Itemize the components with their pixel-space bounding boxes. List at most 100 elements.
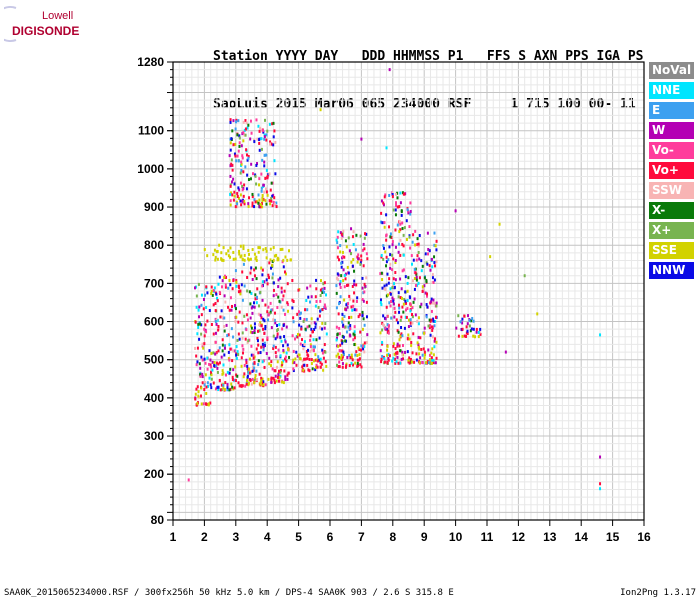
data-point [271, 272, 274, 276]
data-point [433, 345, 436, 349]
data-point [426, 305, 429, 309]
data-point [410, 262, 413, 266]
data-point [427, 252, 430, 256]
data-point [301, 365, 304, 369]
data-point [215, 292, 218, 296]
data-point [269, 142, 272, 146]
data-point [404, 350, 407, 354]
data-point [357, 253, 360, 257]
data-point [261, 194, 264, 198]
data-point [231, 378, 234, 382]
data-point [321, 321, 324, 325]
data-point [345, 362, 348, 366]
data-point [210, 373, 213, 377]
data-point [335, 276, 338, 280]
data-point [270, 360, 273, 364]
data-point [407, 276, 410, 280]
data-point [435, 304, 438, 308]
data-point [224, 381, 227, 385]
data-point [240, 203, 243, 207]
data-point [209, 401, 212, 405]
data-point [363, 236, 366, 240]
data-point [255, 258, 258, 262]
data-point [314, 325, 317, 329]
data-point [266, 193, 269, 197]
data-point [240, 384, 243, 388]
data-point [282, 265, 285, 269]
data-point [246, 376, 249, 380]
y-tick-label: 400 [144, 391, 164, 405]
data-point [312, 338, 315, 342]
data-point [265, 190, 268, 194]
data-point [250, 291, 253, 295]
data-point [360, 348, 363, 352]
data-point [275, 253, 278, 257]
data-point [261, 158, 264, 162]
data-point [270, 364, 273, 368]
data-point [379, 220, 382, 224]
data-point [399, 277, 402, 281]
data-point [233, 349, 236, 353]
data-point [215, 351, 218, 355]
data-point [389, 232, 392, 236]
data-point [202, 297, 205, 301]
data-point [241, 184, 244, 188]
data-point [245, 121, 248, 125]
data-point [356, 361, 359, 365]
data-point [201, 372, 204, 376]
data-point [433, 255, 436, 259]
data-point [253, 361, 256, 365]
data-point [241, 132, 244, 136]
data-point [232, 368, 235, 372]
data-point [336, 255, 339, 259]
data-point [421, 289, 424, 293]
data-point [463, 314, 466, 318]
data-point [263, 190, 266, 194]
data-point [218, 361, 221, 365]
data-point [341, 334, 344, 338]
data-point [379, 298, 382, 302]
data-point [233, 190, 236, 194]
data-point [258, 198, 261, 202]
data-point [258, 372, 261, 376]
data-point [221, 349, 224, 353]
data-point [393, 352, 396, 356]
data-point [198, 321, 201, 325]
data-point [267, 313, 270, 317]
data-point [249, 324, 252, 328]
data-point [336, 332, 339, 336]
data-point [338, 355, 341, 359]
data-point [323, 303, 326, 307]
data-point [229, 192, 232, 196]
data-point [273, 203, 276, 207]
data-point [427, 324, 430, 328]
data-point [216, 370, 219, 374]
data-point [382, 314, 385, 318]
data-point [348, 364, 351, 368]
data-point [273, 369, 276, 373]
data-point [400, 349, 403, 353]
data-point [213, 361, 216, 365]
data-point [358, 313, 361, 317]
data-point [237, 320, 240, 324]
data-point [321, 290, 324, 294]
data-point [318, 314, 321, 318]
data-point [196, 332, 199, 336]
data-point [268, 276, 271, 280]
data-point [342, 279, 345, 283]
data-point [350, 361, 353, 365]
data-point [380, 357, 383, 361]
data-point [344, 277, 347, 281]
data-point [341, 312, 344, 316]
data-point [354, 353, 357, 357]
data-point [362, 264, 365, 268]
data-point [205, 330, 208, 334]
data-point [277, 369, 280, 373]
data-point [227, 305, 230, 309]
data-point [296, 354, 299, 358]
data-point [239, 255, 242, 259]
data-point [363, 290, 366, 294]
data-point [339, 250, 342, 254]
data-point [261, 199, 264, 203]
data-point [229, 120, 232, 124]
